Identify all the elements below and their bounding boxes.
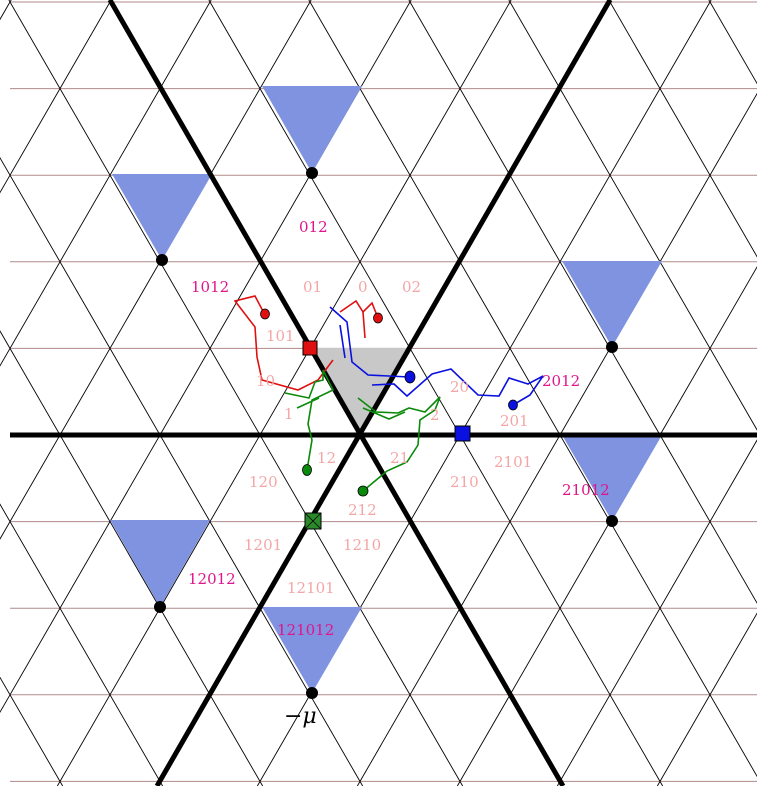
green-path-segment [284,369,335,471]
green-endpoint [302,464,312,476]
green-path [284,369,441,492]
fundamental-alcove [310,348,410,435]
label-0: 0 [358,278,368,296]
grid-diagonal-line [408,0,757,604]
grid-diagonal-line [0,0,212,367]
weight-points [154,167,618,699]
red-path-segment [233,295,334,391]
alcove-21012 [562,435,662,521]
blue-endpoint [404,370,416,384]
label-12012: 12012 [188,570,236,588]
grid-diagonal-line [0,676,64,786]
label-212: 212 [348,501,377,519]
grid-diagonal-line [8,0,464,786]
label-10: 10 [256,372,275,390]
grid-diagonal-line [308,0,757,778]
label-121012: 121012 [277,621,334,639]
alcove-upper-right [562,261,662,347]
green-path-segment [296,397,320,409]
grid-diagonal-line [0,503,164,786]
label-2012: 2012 [542,372,580,390]
grid-diagonal-line [456,266,757,786]
alcove-121012 [262,607,362,693]
grid-diagonal-line [56,0,512,786]
label-120: 120 [249,473,278,491]
label-12: 12 [317,449,336,467]
label-21: 21 [390,449,409,467]
grid-diagonal-line [656,612,757,786]
label-1012: 1012 [191,278,229,296]
light-label-group: 01 0 02 101 10 1 20 2 201 12 21 120 210 … [244,278,532,597]
alcove-012 [262,86,362,173]
alcove-group [110,86,662,693]
blue-path [329,306,544,406]
green-path-segment [357,396,441,492]
wall-ascending [154,0,613,786]
magenta-label-group: 012 1012 2012 21012 12012 121012 [188,218,610,639]
grid-diagonal-line [556,439,757,786]
label-1210: 1210 [343,536,381,554]
blue-path-segment [371,368,544,406]
label-2101: 2101 [494,453,532,471]
label-2: 2 [430,406,440,424]
green-square-marker [304,512,322,530]
weight-point [606,515,618,527]
label-1: 1 [284,405,294,423]
red-path-segment [362,311,366,339]
grid-diagonal-line [0,330,264,786]
blue-path-segment [339,324,346,359]
grid-diagonal-line [608,0,757,258]
grid-diagonal-line [0,0,312,540]
label-01: 01 [303,278,322,296]
label-minus-mu: −μ [284,704,317,729]
red-path [233,295,379,391]
grid-diagonal-line [508,0,757,431]
weight-point [306,167,318,179]
alcove-12012 [110,520,210,607]
wall-lines [10,0,757,786]
red-endpoint [373,312,383,324]
label-1201: 1201 [244,536,282,554]
label-012: 012 [299,218,328,236]
alcove-upper-left [112,174,212,260]
grid-diagonal-line [0,156,364,786]
red-endpoint [260,308,270,320]
grid-diagonal-line [356,92,757,786]
weight-point [606,341,618,353]
red-square-marker [302,340,318,356]
label-21012: 21012 [562,481,610,499]
wall-descending [107,0,566,786]
blue-endpoint [508,399,518,411]
red-path-segment [339,299,379,319]
weight-point [154,601,166,613]
label-20: 20 [450,378,469,396]
label-02: 02 [402,278,421,296]
blue-path-segment [329,306,410,378]
blue-square-marker [454,425,471,442]
grid-diagonal-line [208,0,664,786]
grid-diagonal-line [0,0,12,21]
green-endpoint [357,485,369,497]
weight-point-mu [306,687,318,699]
grid-diagonal-line [708,0,757,85]
label-210: 210 [450,473,479,491]
green-path-segment [362,407,406,420]
label-101: 101 [266,327,295,345]
grid-diagonal-line [0,0,112,194]
weight-point [156,254,168,266]
label-201: 201 [500,412,529,430]
label-12101: 12101 [287,579,335,597]
